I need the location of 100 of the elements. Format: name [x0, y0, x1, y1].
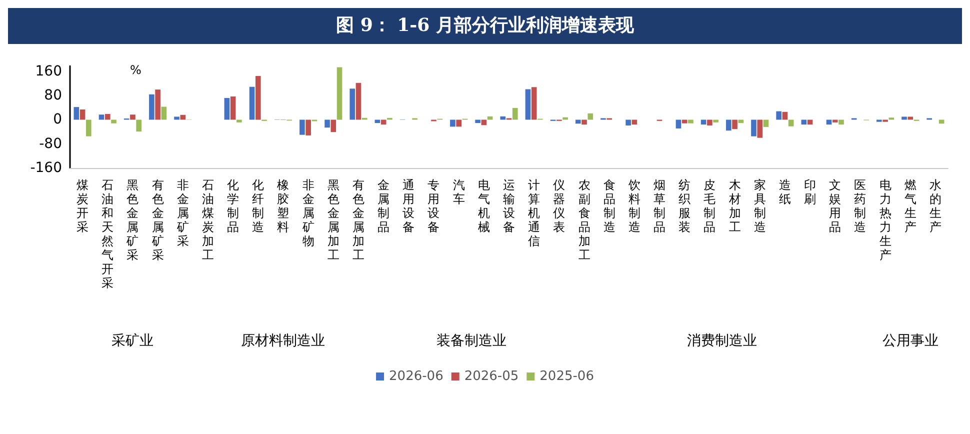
- x-tick-label: 文娱用品: [829, 178, 842, 234]
- x-tick-label: 烟草制品: [654, 178, 666, 234]
- x-tick-label: 非金属矿采: [176, 178, 189, 248]
- legend-label: 2025-06: [540, 369, 594, 384]
- bar: [838, 120, 844, 125]
- bar: [80, 109, 86, 120]
- x-tick-label: 运输设备: [503, 178, 515, 234]
- x-tick-label: 化纤制造: [252, 178, 264, 234]
- x-tick-label: 通用设备: [402, 178, 415, 234]
- bar: [751, 120, 756, 136]
- bar: [682, 120, 688, 124]
- x-tick-label: 非金属矿物: [301, 178, 314, 248]
- bar: [456, 120, 462, 127]
- bar: [738, 120, 744, 124]
- x-tick-label: 造纸: [778, 178, 791, 206]
- bar: [782, 112, 788, 120]
- text: 消费制造业: [687, 333, 758, 349]
- x-tick-label: 水的生产: [929, 178, 942, 234]
- bar: [450, 120, 456, 127]
- x-tick-label: 医药制造: [854, 178, 866, 234]
- y-tick-label: -160: [30, 160, 62, 176]
- bar: [136, 120, 142, 132]
- bar: [86, 120, 92, 136]
- chart-title: 图 9： 1-6 月部分行业利润增速表现: [8, 8, 962, 44]
- x-tick-label: 石油和天然气开采: [102, 178, 114, 290]
- bar: [807, 120, 813, 125]
- x-tick-label: 橡胶塑料: [277, 178, 290, 234]
- x-tick-label: 饮料制造: [627, 178, 640, 234]
- bar: [588, 113, 594, 120]
- x-tick-label: 化学制品: [227, 178, 240, 234]
- bar: [180, 114, 186, 120]
- text: 原材料制造业: [241, 333, 326, 349]
- bar: [512, 108, 518, 120]
- bar: [801, 120, 807, 125]
- bar: [732, 120, 738, 130]
- y-axis-title: %: [130, 63, 142, 77]
- bar: [306, 120, 311, 136]
- bar: [776, 111, 782, 120]
- bar: [324, 120, 330, 128]
- bar: [826, 120, 832, 125]
- bar: [236, 120, 242, 122]
- legend-label: 2026-05: [464, 369, 519, 384]
- y-tick-label: 0: [53, 112, 62, 128]
- text: 公用事业: [882, 333, 938, 349]
- text: 装备制造业: [436, 333, 506, 349]
- x-tick-label: 电气机械: [478, 178, 490, 234]
- x-tick-label: 有色金属矿采: [150, 178, 164, 262]
- bar: [330, 120, 336, 132]
- bar: [475, 120, 480, 124]
- x-tick-label: 煤炭开采: [76, 178, 89, 234]
- bar: [757, 120, 763, 138]
- bar: [676, 120, 682, 128]
- bar: [632, 120, 638, 125]
- x-tick-label: 石油煤炭加工: [202, 178, 214, 262]
- x-tick-label: 食品制造: [603, 178, 616, 234]
- bar: [155, 90, 160, 120]
- bar: [74, 107, 80, 120]
- x-tick-label: 汽车: [452, 178, 465, 206]
- bar: [249, 86, 255, 120]
- x-tick-label: 黑色金属矿采: [126, 178, 139, 262]
- x-tick-label: 黑色金属加工: [327, 178, 340, 262]
- x-tick-label: 家具制造: [754, 178, 766, 234]
- y-tick-label: 160: [35, 63, 62, 80]
- bar: [224, 98, 230, 120]
- x-tick-label: 计算机通信: [528, 178, 540, 248]
- x-tick-label: 印刷: [804, 178, 816, 206]
- bar: [726, 120, 732, 131]
- bar: [380, 120, 386, 125]
- bar: [350, 88, 356, 120]
- x-tick-label: 专用设备: [428, 178, 440, 234]
- x-tick-label: 燃气生产: [904, 178, 916, 234]
- legend-label: 2026-06: [389, 369, 444, 384]
- bar: [255, 76, 261, 120]
- x-tick-label: 有色金属加工: [352, 178, 364, 262]
- x-tick-label: 农副食品加工: [578, 178, 590, 262]
- x-tick-label: 金属制品: [378, 178, 390, 234]
- bar: [908, 116, 914, 120]
- bar: [832, 120, 838, 122]
- bar: [700, 120, 706, 125]
- bar: [111, 120, 116, 124]
- bar: [356, 82, 362, 120]
- x-tick-label: 纺织服装: [678, 178, 691, 234]
- x-tick-label: 仪器仪表: [553, 178, 566, 234]
- x-tick-label: 木材加工: [728, 178, 741, 234]
- bar: [713, 120, 718, 122]
- x-tick-label: 电力热力生产: [879, 178, 892, 262]
- bar: [230, 96, 236, 120]
- bar: [336, 67, 342, 120]
- bar: [582, 120, 587, 125]
- bar: [481, 120, 487, 126]
- bar: [938, 120, 944, 124]
- bar: [500, 116, 506, 120]
- bar: [104, 114, 110, 120]
- y-tick-label: -80: [39, 136, 62, 152]
- bar: [161, 106, 167, 120]
- bar: [98, 114, 104, 120]
- bar: [149, 94, 154, 120]
- bar: [130, 114, 136, 120]
- bar: [575, 120, 581, 124]
- bar: [626, 120, 631, 126]
